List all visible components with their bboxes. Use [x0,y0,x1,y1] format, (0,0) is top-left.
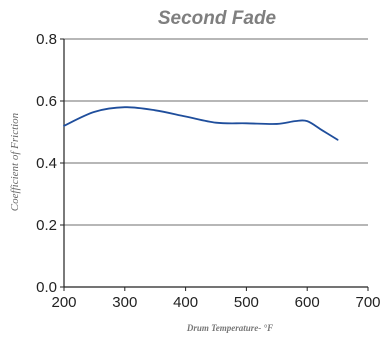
x-tick-label: 400 [173,294,198,311]
grid-lines [64,38,368,226]
y-tick-label: 0.8 [36,31,57,48]
x-tick-label: 700 [355,294,380,311]
x-tick-label: 500 [234,294,259,311]
x-tick-label: 200 [51,294,76,311]
y-tick-label: 0.0 [36,279,57,296]
x-tick-label: 300 [112,294,137,311]
tick-labels: 0.0 0.2 0.4 0.6 0.8 200 300 400 500 600 700 [36,31,380,311]
x-tick-label: 600 [295,294,320,311]
y-tick-label: 0.2 [36,217,57,234]
y-axis-title: Coefficient of Friction [9,112,21,211]
x-axis-title: Drum Temperature- °F [186,323,273,333]
series-layer [63,106,339,141]
series-line [63,106,339,141]
axes [60,38,369,291]
y-tick-label: 0.4 [36,155,57,172]
y-tick-label: 0.6 [36,93,57,110]
chart-title: Second Fade [158,8,277,29]
